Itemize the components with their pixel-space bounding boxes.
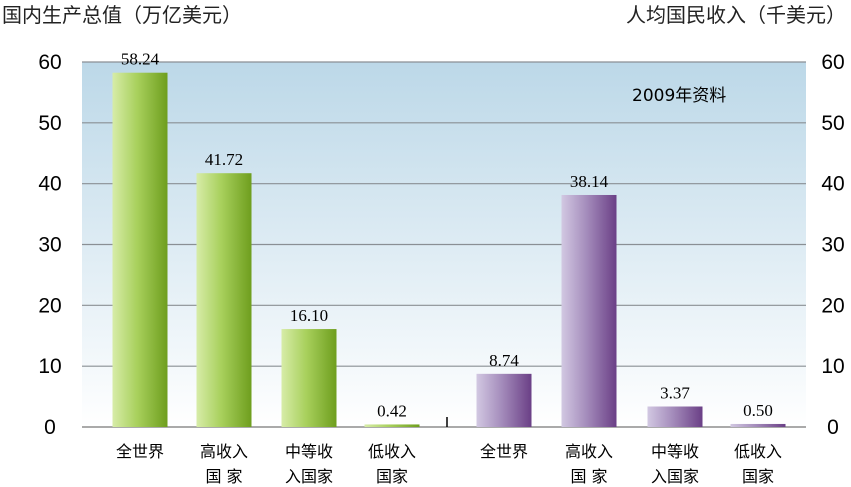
data-label: 41.72 [205,150,243,169]
data-label: 38.14 [570,172,609,191]
data-label: 3.37 [660,383,690,402]
right-tick-label: 30 [821,234,844,257]
right-tick-label: 40 [821,173,844,196]
left-axis-title: 国内生产总值（万亿美元） [2,3,242,27]
bar [476,373,532,427]
data-label: 0.50 [743,401,773,420]
data-label: 58.24 [121,50,160,69]
right-tick-label: 10 [821,355,844,378]
right-tick-label: 20 [821,294,844,317]
bar [647,406,703,427]
bar [730,423,786,427]
right-tick-label: 60 [821,51,844,74]
data-label: 16.10 [290,306,328,325]
category-label: 中等收 [285,442,333,461]
right-tick-label: 50 [821,112,844,135]
category-label: 低收入 [368,442,416,461]
left-tick-label: 40 [38,173,61,196]
category-label: 国 家 [570,467,607,486]
right-tick-label: 0 [827,416,839,439]
category-label: 国家 [376,467,408,486]
category-label: 全世界 [116,442,164,461]
left-tick-label: 50 [38,112,61,135]
category-label: 低收入 [734,442,782,461]
left-tick-label: 30 [38,234,61,257]
bar [281,329,337,427]
category-label: 中等收 [651,442,699,461]
category-label: 全世界 [480,442,528,461]
left-tick-label: 10 [38,355,61,378]
category-label: 高收入 [565,442,613,461]
category-label: 高收入 [200,442,248,461]
data-label: 0.42 [377,401,407,420]
bar [196,173,252,427]
category-label: 入国家 [285,467,333,486]
category-label: 入国家 [651,467,699,486]
bar [112,72,168,427]
bar [364,424,420,427]
data-label: 8.74 [489,351,519,370]
bar [561,194,617,427]
left-tick-label: 0 [44,416,56,439]
right-axis-title: 人均国民收入（千美元） [626,3,846,27]
left-tick-label: 60 [38,51,61,74]
category-label: 国家 [742,467,774,486]
left-tick-label: 20 [38,294,61,317]
category-label: 国 家 [205,467,242,486]
chart-note: 2009年资料 [632,86,726,106]
